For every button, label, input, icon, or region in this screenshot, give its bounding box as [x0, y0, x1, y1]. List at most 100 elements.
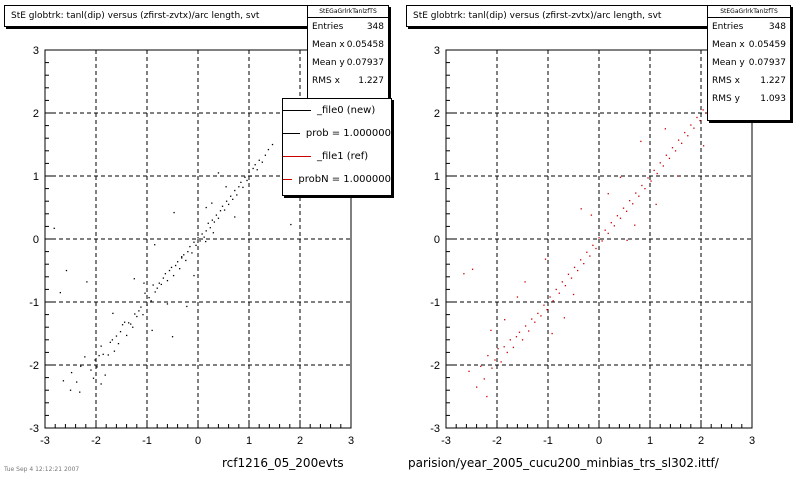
stats-value: 0.05458 [346, 40, 384, 50]
data-point [693, 127, 695, 129]
data-point [94, 359, 96, 361]
stats-value: 1.093 [760, 94, 786, 104]
data-point [607, 193, 609, 195]
data-point [207, 222, 209, 224]
data-point [213, 221, 216, 223]
data-point [486, 395, 488, 398]
data-point [677, 175, 679, 177]
data-point [234, 189, 236, 192]
y-tick-label: -3 [430, 423, 440, 435]
data-point [142, 314, 144, 316]
data-point [112, 312, 114, 315]
legend-label: probN = 1.000000 [298, 174, 391, 185]
legend-label: prob = 1.000000 [305, 128, 391, 139]
data-point [690, 124, 692, 126]
data-point [177, 261, 179, 263]
data-point [576, 269, 579, 272]
y-tick-label: 0 [33, 234, 39, 246]
right-stats-row-entries: Entries 348 [708, 18, 790, 36]
left-plot-title: StE globtrk: tanl(dip) versus (zfirst-zv… [4, 5, 308, 27]
data-point [625, 210, 628, 212]
data-point [598, 237, 600, 239]
data-point [211, 219, 213, 221]
data-point [197, 237, 199, 239]
data-point [671, 147, 674, 149]
x-tick-label: -1 [543, 435, 553, 447]
right-scatter-plot: -3 -2 -1 0 1 2 3 -3 -2 -1 0 1 2 3 [430, 45, 755, 447]
data-point [193, 241, 195, 243]
x-tick-label: 1 [647, 435, 653, 447]
data-point [570, 277, 573, 279]
x-tick-label: 0 [195, 435, 201, 447]
data-point [677, 139, 680, 141]
data-point [524, 281, 526, 283]
data-point [92, 377, 95, 379]
data-point [256, 169, 258, 171]
data-point [601, 240, 603, 242]
data-point [656, 172, 658, 175]
data-point [170, 266, 173, 269]
data-point [490, 329, 492, 332]
stats-value: 348 [366, 22, 384, 32]
data-point [80, 365, 82, 367]
y-tick-label: 3 [434, 45, 440, 57]
legend-swatch [283, 110, 311, 111]
right-stats-row-mean-y: Mean y 0.07937 [708, 54, 790, 72]
data-point [509, 339, 511, 341]
right-plot-panel: -3 -2 -1 0 1 2 3 -3 -2 -1 0 1 2 3 StE globtrk: tanl(d… [400, 0, 800, 480]
data-point [181, 256, 183, 258]
data-point [234, 216, 236, 218]
data-point [228, 203, 230, 206]
data-point [687, 135, 689, 137]
right-stats-box: StEGaGrlrkTanlzfTS Entries 348 Mean x 0.… [707, 5, 791, 121]
left-stats-row-rms-x: RMS x 1.227 [308, 72, 388, 90]
data-point [572, 293, 575, 296]
data-point [261, 161, 263, 163]
data-point [166, 279, 169, 282]
data-point [254, 164, 256, 166]
legend-box: _file0 (new) prob = 1.000000 _file1 (ref… [282, 98, 392, 196]
right-stats-row-rms-y: RMS y 1.093 [708, 90, 790, 108]
legend-swatch [283, 179, 293, 180]
data-point [497, 348, 499, 350]
data-point [622, 207, 625, 209]
data-point [156, 287, 158, 289]
data-point [187, 251, 189, 253]
data-point [171, 336, 174, 338]
data-point [65, 269, 68, 272]
data-point [558, 292, 560, 294]
data-point [102, 353, 104, 355]
data-point [221, 205, 224, 207]
legend-item-prob: prob = 1.000000 [283, 122, 391, 145]
data-point [174, 264, 177, 267]
x-tick-label: 2 [297, 435, 303, 447]
stats-value: 0.07937 [748, 58, 786, 68]
data-point [219, 210, 222, 212]
data-point [107, 354, 109, 356]
stats-label: RMS y [712, 94, 740, 104]
data-point [264, 154, 267, 156]
data-point [684, 131, 686, 134]
data-point [199, 240, 201, 242]
data-point [258, 159, 260, 161]
data-point [203, 236, 205, 238]
legend-item-file0: _file0 (new) [283, 99, 391, 122]
data-point [555, 288, 557, 291]
data-point [580, 208, 582, 210]
data-point [468, 370, 470, 372]
data-point [516, 296, 519, 298]
data-point [191, 252, 193, 254]
left-stats-row-mean-x: Mean x 0.05458 [308, 36, 388, 54]
stats-value: 1.227 [760, 76, 786, 86]
data-point [619, 176, 622, 178]
data-point [212, 232, 214, 234]
data-point [589, 255, 591, 257]
data-point [244, 176, 246, 178]
data-point [154, 291, 156, 293]
data-point [69, 389, 72, 391]
data-point [113, 350, 116, 352]
x-tick-label: 1 [246, 435, 252, 447]
legend-label: _file1 (ref) [317, 151, 369, 162]
data-point [647, 177, 649, 179]
data-point [668, 157, 671, 160]
